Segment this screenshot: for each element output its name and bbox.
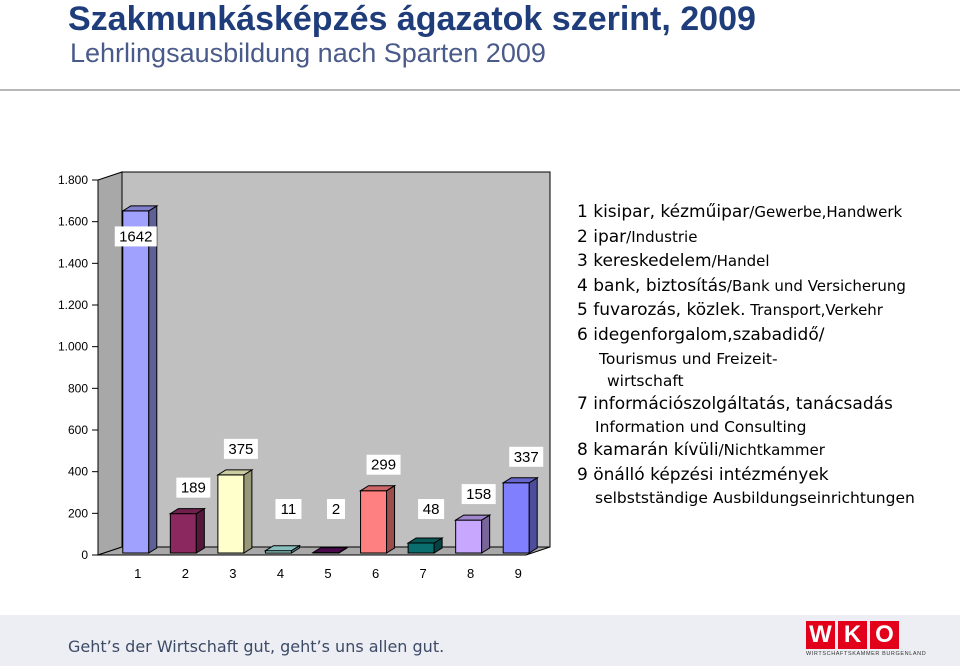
x-tick-label: 9 [515,566,522,581]
logo-letter-o: O [870,621,899,649]
x-tick-label: 7 [419,566,426,581]
x-tick-label: 1 [134,566,141,581]
wko-logo: W K O WIRTSCHAFTSKAMMER BURGENLAND [806,621,926,657]
legend-item-9-de: selbstständige Ausbildungseinrichtungen [595,489,915,508]
bar-front [169,513,197,554]
legend-item-3: 3 kereskedelem/Handel [577,251,770,272]
bar-top [501,477,539,484]
legend-item-8: 8 kamarán kívüli/Nichtkammer [577,440,825,461]
data-label-box [366,454,401,475]
data-label-box [418,499,445,519]
page-title: Szakmunkásképzés ágazatok szerint, 2009 [68,0,756,38]
y-tick-label: 800 [68,381,88,395]
y-tick-label: 1.600 [58,215,88,229]
data-label-1: 1642 [119,228,152,245]
data-label-box [114,226,157,247]
bar-side [148,205,158,554]
bar-top [406,537,444,544]
data-label-7: 48 [423,501,440,518]
bar-front [455,519,483,554]
logo-tagline: WIRTSCHAFTSKAMMER BURGENLAND [806,651,927,657]
data-label-2: 189 [181,480,206,497]
bar-chart: 0 200 400 600 800 1.000 1.200 1.400 1.600 1.800 1… [58,171,551,581]
legend-item-6-de-line-2: wirtschaft [607,371,684,390]
bar-top [311,547,349,554]
data-label-box [176,477,211,498]
bar-4 [263,544,302,554]
title-divider [0,89,960,91]
bar-top [453,514,492,521]
bar-top [121,205,159,212]
bar-front [407,542,435,554]
data-label-4: 11 [281,501,297,518]
bar-6 [358,484,397,554]
legend-item-4: 4 bank, biztosítás/Bank und Versicherung [577,275,906,296]
legend-item-6-de-line-1: Tourismus und Freizeit- [599,349,778,368]
page-subtitle: Lehrlingsausbildung nach Sparten 2009 [70,38,546,68]
x-tick-label: 3 [229,566,236,581]
footer-slogan: Geht’s der Wirtschaft gut, geht’s uns al… [68,637,445,656]
legend-item-7-de: Information und Consulting [595,418,807,437]
x-tick-label: 5 [324,566,331,581]
data-label-box [509,446,544,467]
bar-side [386,484,396,554]
bar-side [528,476,538,554]
bar-front [122,210,150,554]
bar-side [195,507,205,554]
bar-top [168,508,207,515]
logo-letter-k: K [838,621,867,649]
y-tick-label: 1.800 [58,173,88,187]
legend-item-2: 2 ipar/Industrie [577,226,698,247]
bar-7 [406,537,444,554]
bar-front [217,474,245,554]
logo-letter-w: W [806,621,835,649]
bar-top [216,469,254,476]
y-tick-label: 1.000 [58,340,88,354]
data-label-box [275,499,302,519]
bar-top [358,485,397,492]
data-label-box [223,438,258,459]
x-tick-label: 8 [467,566,474,581]
bar-front [360,490,388,554]
bar-top [263,545,302,552]
data-label-5: 2 [332,501,340,518]
data-label-9: 337 [514,449,539,466]
legend-item-7: 7 információszolgáltatás, tanácsadás [577,393,893,414]
data-label-box [327,499,345,519]
data-label-3: 375 [228,441,253,458]
bar-8 [453,514,492,554]
bar-1 [121,205,159,554]
bar-side [243,468,253,554]
y-tick-label: 0 [81,548,88,562]
legend-item-6: 6 idegenforgalom,szabadidő/ [577,324,825,345]
bar-front [502,482,530,554]
footer-bar: Geht’s der Wirtschaft gut, geht’s uns al… [0,615,960,666]
x-tick-label: 4 [277,566,284,581]
y-tick-label: 200 [68,506,88,520]
bar-5 [311,546,349,554]
bar-3 [216,468,254,554]
y-tick-label: 1.400 [58,256,88,270]
x-tick-label: 2 [182,566,189,581]
data-label-box [461,484,496,505]
y-tick-label: 600 [68,423,88,437]
bar-9 [501,476,539,554]
legend-item-5: 5 fuvarozás, közlek. Transport,Verkehr [577,300,883,321]
legend: 1 kisipar, kézműipar/Gewerbe,Handwerk 2 … [577,200,957,509]
y-tick-label: 1.200 [58,298,88,312]
data-label-8: 158 [466,486,491,503]
data-label-6: 299 [371,457,396,474]
bar-2 [168,507,207,554]
x-tick-label: 6 [372,566,379,581]
legend-item-9: 9 önálló képzési intézmények [577,464,829,485]
bar-side [481,514,491,554]
y-tick-label: 400 [68,465,88,479]
legend-item-1: 1 kisipar, kézműipar/Gewerbe,Handwerk [577,202,903,222]
